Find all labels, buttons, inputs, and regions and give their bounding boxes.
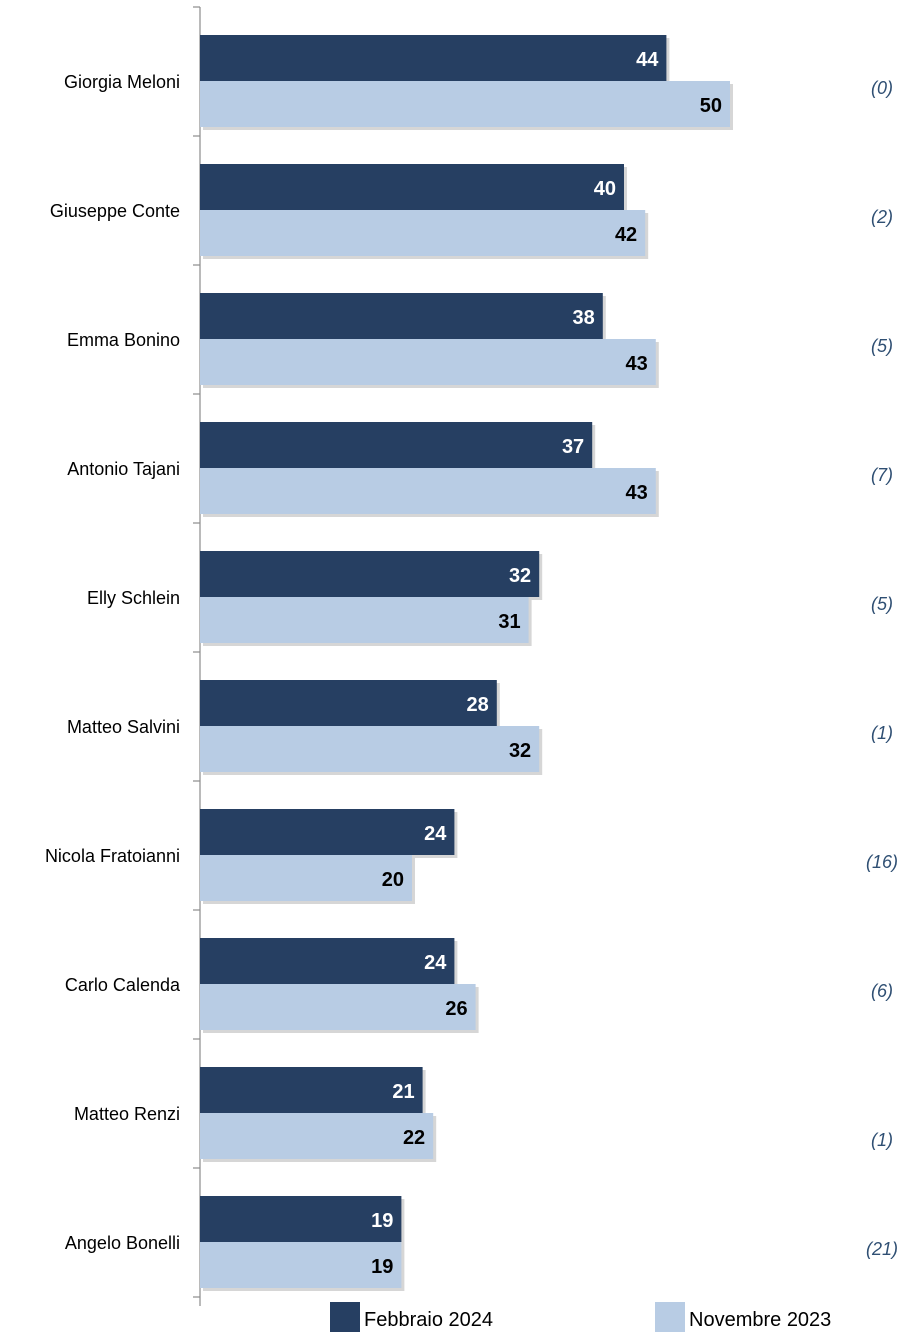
bar-giorgia-meloni-febbraio-2024 <box>200 35 667 81</box>
value-label-antonio-tajani-febbraio-2024: 37 <box>562 436 584 458</box>
value-label-matteo-renzi-novembre-2023: 22 <box>403 1127 425 1149</box>
legend-label-febbraio-2024: Febbraio 2024 <box>364 1309 493 1331</box>
bar-angelo-bonelli-febbraio-2024 <box>200 1196 402 1242</box>
annotation-nicola-fratoianni: (16) <box>866 852 898 872</box>
value-label-matteo-salvini-novembre-2023: 32 <box>509 740 531 762</box>
category-label-matteo-salvini: Matteo Salvini <box>67 717 180 737</box>
value-label-elly-schlein-febbraio-2024: 32 <box>509 565 531 587</box>
category-label-matteo-renzi: Matteo Renzi <box>74 1104 180 1124</box>
value-label-emma-bonino-febbraio-2024: 38 <box>573 307 595 329</box>
bar-elly-schlein-novembre-2023 <box>200 597 529 643</box>
axis-layer <box>193 6 201 1306</box>
bar-antonio-tajani-febbraio-2024 <box>200 422 593 468</box>
value-label-giorgia-meloni-febbraio-2024: 44 <box>636 49 659 71</box>
value-label-carlo-calenda-novembre-2023: 26 <box>445 998 467 1020</box>
legend-swatch-febbraio-2024 <box>330 1302 360 1332</box>
annotation-matteo-renzi: (1) <box>871 1130 893 1150</box>
bars-layer <box>200 35 733 1291</box>
labels-layer: Giorgia Meloni 44 50 (0) Giuseppe Conte 40 42 (… <box>45 49 898 1278</box>
value-label-elly-schlein-novembre-2023: 31 <box>498 611 520 633</box>
category-label-emma-bonino: Emma Bonino <box>67 330 180 350</box>
annotation-angelo-bonelli: (21) <box>866 1239 898 1259</box>
legend-label-novembre-2023: Novembre 2023 <box>689 1309 831 1331</box>
value-label-antonio-tajani-novembre-2023: 43 <box>626 482 648 504</box>
category-label-elly-schlein: Elly Schlein <box>87 588 180 608</box>
category-label-carlo-calenda: Carlo Calenda <box>65 975 181 995</box>
annotation-emma-bonino: (5) <box>871 336 893 356</box>
annotation-elly-schlein: (5) <box>871 594 893 614</box>
value-label-giuseppe-conte-novembre-2023: 42 <box>615 224 637 246</box>
legend-swatch-novembre-2023 <box>655 1302 685 1332</box>
bar-matteo-salvini-febbraio-2024 <box>200 680 497 726</box>
bar-matteo-renzi-febbraio-2024 <box>200 1067 423 1113</box>
bar-emma-bonino-novembre-2023 <box>200 339 656 385</box>
category-label-giorgia-meloni: Giorgia Meloni <box>64 72 180 92</box>
bar-angelo-bonelli-novembre-2023 <box>200 1242 402 1288</box>
annotation-carlo-calenda: (6) <box>871 981 893 1001</box>
category-label-angelo-bonelli: Angelo Bonelli <box>65 1233 180 1253</box>
bar-giuseppe-conte-novembre-2023 <box>200 210 646 256</box>
value-label-matteo-salvini-febbraio-2024: 28 <box>467 694 489 716</box>
bar-emma-bonino-febbraio-2024 <box>200 293 603 339</box>
bar-giorgia-meloni-novembre-2023 <box>200 81 730 127</box>
value-label-angelo-bonelli-febbraio-2024: 19 <box>371 1210 393 1232</box>
bar-elly-schlein-febbraio-2024 <box>200 551 540 597</box>
annotation-matteo-salvini: (1) <box>871 723 893 743</box>
bar-matteo-renzi-novembre-2023 <box>200 1113 434 1159</box>
legend: Febbraio 2024 Novembre 2023 <box>330 1302 831 1332</box>
category-label-nicola-fratoianni: Nicola Fratoianni <box>45 846 180 866</box>
value-label-nicola-fratoianni-novembre-2023: 20 <box>382 869 404 891</box>
bar-matteo-salvini-novembre-2023 <box>200 726 540 772</box>
bar-carlo-calenda-novembre-2023 <box>200 984 476 1030</box>
bar-carlo-calenda-febbraio-2024 <box>200 938 455 984</box>
bar-giuseppe-conte-febbraio-2024 <box>200 164 624 210</box>
value-label-nicola-fratoianni-febbraio-2024: 24 <box>424 823 447 845</box>
value-label-giuseppe-conte-febbraio-2024: 40 <box>594 178 616 200</box>
value-label-matteo-renzi-febbraio-2024: 21 <box>392 1081 414 1103</box>
value-label-angelo-bonelli-novembre-2023: 19 <box>371 1256 393 1278</box>
value-label-giorgia-meloni-novembre-2023: 50 <box>700 95 722 117</box>
category-label-antonio-tajani: Antonio Tajani <box>67 459 180 479</box>
value-label-carlo-calenda-febbraio-2024: 24 <box>424 952 447 974</box>
bar-antonio-tajani-novembre-2023 <box>200 468 656 514</box>
value-label-emma-bonino-novembre-2023: 43 <box>626 353 648 375</box>
bar-nicola-fratoianni-novembre-2023 <box>200 855 412 901</box>
annotation-giorgia-meloni: (0) <box>871 78 893 98</box>
category-label-giuseppe-conte: Giuseppe Conte <box>50 201 180 221</box>
annotation-giuseppe-conte: (2) <box>871 207 893 227</box>
bar-nicola-fratoianni-febbraio-2024 <box>200 809 455 855</box>
annotation-antonio-tajani: (7) <box>871 465 893 485</box>
